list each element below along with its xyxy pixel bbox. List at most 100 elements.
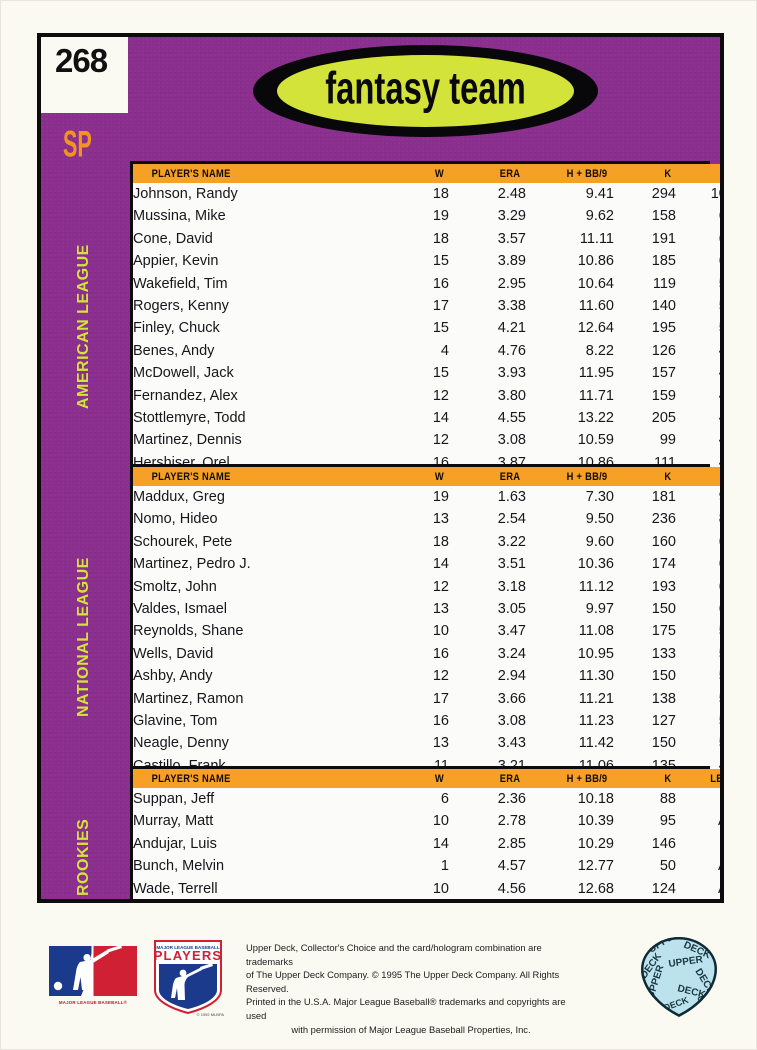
cell-rtg-level: 48.8: [676, 339, 720, 363]
cell-era: 3.38: [449, 295, 526, 318]
cell-era: 3.05: [449, 598, 526, 621]
cell-era: 2.36: [449, 788, 526, 811]
cell-h-bb-9: 11.60: [526, 295, 614, 318]
col-header-player-name: PLAYER'S NAME: [151, 772, 231, 785]
cell-k: 236: [614, 508, 676, 531]
cell-w: 17: [381, 295, 449, 318]
cell-rtg-level: 51.6: [676, 710, 720, 733]
cell-h-bb-9: 12.77: [526, 855, 614, 878]
cell-rtg-level: 64.2: [676, 227, 720, 251]
mlb-logo-caption: MAJOR LEAGUE BASEBALL®: [58, 1000, 128, 1005]
col-header-k: K: [664, 772, 672, 785]
cell-w: 13: [381, 508, 449, 531]
col-header-level: LEVEL: [710, 772, 723, 785]
cell-k: 191: [614, 227, 676, 251]
cell-era: 1.63: [449, 486, 526, 509]
cell-era: 2.95: [449, 272, 526, 296]
cell-w: 15: [381, 250, 449, 273]
cell-h-bb-9: 7.30: [526, 486, 614, 509]
fantasy-team-logo: fantasy team: [253, 45, 598, 137]
cell-era: 2.94: [449, 665, 526, 688]
cell-k: 205: [614, 407, 676, 430]
cell-rtg-level: AAA: [676, 810, 720, 833]
cell-w: 19: [381, 205, 449, 228]
cell-rtg-level: AA: [676, 832, 720, 856]
section-label-american-league: AMERICAN LEAGUE: [75, 244, 92, 410]
cell-era: 3.29: [449, 205, 526, 228]
cell-h-bb-9: 11.12: [526, 575, 614, 599]
cell-k: 138: [614, 687, 676, 711]
cell-w: 15: [381, 317, 449, 340]
position-label-sp: SP: [63, 125, 92, 166]
cell-h-bb-9: 10.18: [526, 788, 614, 811]
cell-k: 119: [614, 272, 676, 296]
cell-player-name: Ashby, Andy: [133, 665, 381, 688]
cell-era: 3.22: [449, 530, 526, 554]
cell-h-bb-9: 11.42: [526, 732, 614, 755]
cell-player-name: Cone, David: [133, 227, 381, 251]
cell-rtg-level: 53.5: [676, 642, 720, 666]
cell-era: 3.57: [449, 227, 526, 251]
mlbpa-logo-caption: © 1992 MLBPA: [196, 1012, 224, 1017]
cell-w: 12: [381, 384, 449, 408]
cell-k: 181: [614, 486, 676, 509]
cell-h-bb-9: 10.86: [526, 250, 614, 273]
col-header-h-bb-9: H + BB/9: [566, 470, 608, 483]
cell-rtg-level: 67.8: [676, 205, 720, 228]
cell-w: 13: [381, 598, 449, 621]
cell-k: 146: [614, 832, 676, 856]
cell-h-bb-9: 9.62: [526, 205, 614, 228]
card-purple-panel: fantasy team SP AMERICAN LEAGUE NATIONAL…: [37, 33, 724, 903]
cell-w: 16: [381, 642, 449, 666]
cell-h-bb-9: 10.29: [526, 832, 614, 856]
cell-rtg-level: 83.4: [676, 508, 720, 531]
col-header-era: ERA: [499, 772, 521, 785]
cell-w: 17: [381, 687, 449, 711]
section-label-national-league: NATIONAL LEAGUE: [75, 557, 92, 717]
cell-k: 150: [614, 665, 676, 688]
cell-w: 15: [381, 362, 449, 385]
cell-h-bb-9: 9.41: [526, 183, 614, 206]
cell-h-bb-9: 8.22: [526, 339, 614, 363]
cell-k: 294: [614, 183, 676, 206]
cell-player-name: Nomo, Hideo: [133, 508, 381, 531]
col-header-h-bb-9: H + BB/9: [566, 167, 608, 180]
cell-k: 150: [614, 732, 676, 755]
cell-w: 10: [381, 620, 449, 643]
section-label-rookies: ROOKIES: [75, 818, 92, 896]
cell-w: 18: [381, 530, 449, 554]
cell-k: 140: [614, 295, 676, 318]
table-header-row: PLAYER'S NAME W ERA H + BB/9 K RTG: [133, 467, 720, 486]
svg-text:MAJOR LEAGUE BASEBALL: MAJOR LEAGUE BASEBALL: [156, 945, 219, 950]
logo-text: fantasy team: [325, 63, 526, 114]
mlb-logo-icon: [49, 945, 137, 996]
cell-h-bb-9: 11.11: [526, 227, 614, 251]
legal-line-3: Printed in the U.S.A. Major League Baseb…: [246, 996, 566, 1021]
cell-player-name: Benes, Andy: [133, 339, 381, 363]
cell-k: 126: [614, 339, 676, 363]
cell-player-name: Fernandez, Alex: [133, 384, 381, 408]
cell-w: 19: [381, 486, 449, 509]
cell-player-name: Suppan, Jeff: [133, 788, 381, 811]
cell-player-name: Appier, Kevin: [133, 250, 381, 273]
cell-w: 18: [381, 183, 449, 206]
cell-w: 1: [381, 855, 449, 878]
